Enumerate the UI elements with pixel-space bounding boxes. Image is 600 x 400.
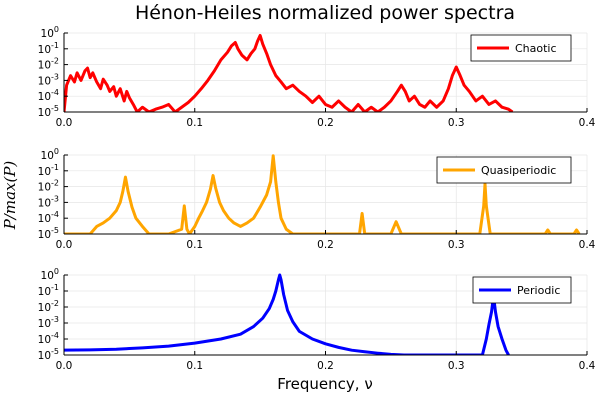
x-tick-label: 0.0 <box>56 117 73 129</box>
series-line <box>64 154 581 234</box>
series-line <box>64 273 510 355</box>
y-tick-label: 10-4 <box>38 331 59 346</box>
x-tick-label: 0.0 <box>56 360 73 372</box>
x-tick-label: 0.4 <box>579 360 596 372</box>
x-tick-label: 0.2 <box>317 360 334 372</box>
y-tick-label: 10-2 <box>38 299 59 314</box>
y-tick-label: 10-4 <box>38 210 59 225</box>
y-axis-title: P/max(P) <box>1 161 19 231</box>
series-line <box>64 33 514 112</box>
x-tick-label: 0.1 <box>186 117 203 129</box>
x-tick-label: 0.2 <box>317 117 334 129</box>
y-tick-label: 10-3 <box>38 72 59 87</box>
x-tick-label: 0.1 <box>186 360 203 372</box>
x-tick-label: 0.4 <box>579 117 596 129</box>
y-tick-label: 10-1 <box>38 41 59 56</box>
x-tick-label: 0.3 <box>448 239 465 251</box>
y-tick-label: 10-2 <box>38 179 59 194</box>
y-tick-label: 10-1 <box>38 163 59 178</box>
legend-label: Periodic <box>517 284 560 297</box>
x-tick-label: 0.0 <box>56 239 73 251</box>
legend-label: Chaotic <box>515 42 557 55</box>
legend: Periodic <box>472 276 572 304</box>
legend-label: Quasiperiodic <box>481 164 556 177</box>
x-tick-label: 0.4 <box>579 239 596 251</box>
legend: Chaotic <box>470 34 572 62</box>
y-tick-label: 10-4 <box>38 88 59 103</box>
y-tick-label: 10-5 <box>38 347 59 362</box>
y-tick-label: 10-5 <box>38 104 59 119</box>
y-tick-label: 100 <box>41 25 59 40</box>
x-tick-label: 0.1 <box>186 239 203 251</box>
chart-title: Hénon-Heiles normalized power spectra <box>135 2 515 24</box>
y-tick-label: 10-1 <box>38 283 59 298</box>
y-tick-label: 100 <box>41 147 59 162</box>
y-tick-label: 10-5 <box>38 226 59 241</box>
panels: 0.0 0.1 0.2 0.3 0.410-510-410-310-210-1100Ch… <box>38 25 596 372</box>
legend: Quasiperiodic <box>436 156 572 184</box>
y-tick-label: 100 <box>41 267 59 282</box>
x-tick-label: 0.3 <box>448 360 465 372</box>
y-tick-label: 10-3 <box>38 194 59 209</box>
y-tick-label: 10-3 <box>38 315 59 330</box>
y-tick-label: 10-2 <box>38 57 59 72</box>
x-tick-label: 0.2 <box>317 239 334 251</box>
x-tick-label: 0.3 <box>448 117 465 129</box>
x-axis-title: Frequency, ν <box>277 375 372 393</box>
